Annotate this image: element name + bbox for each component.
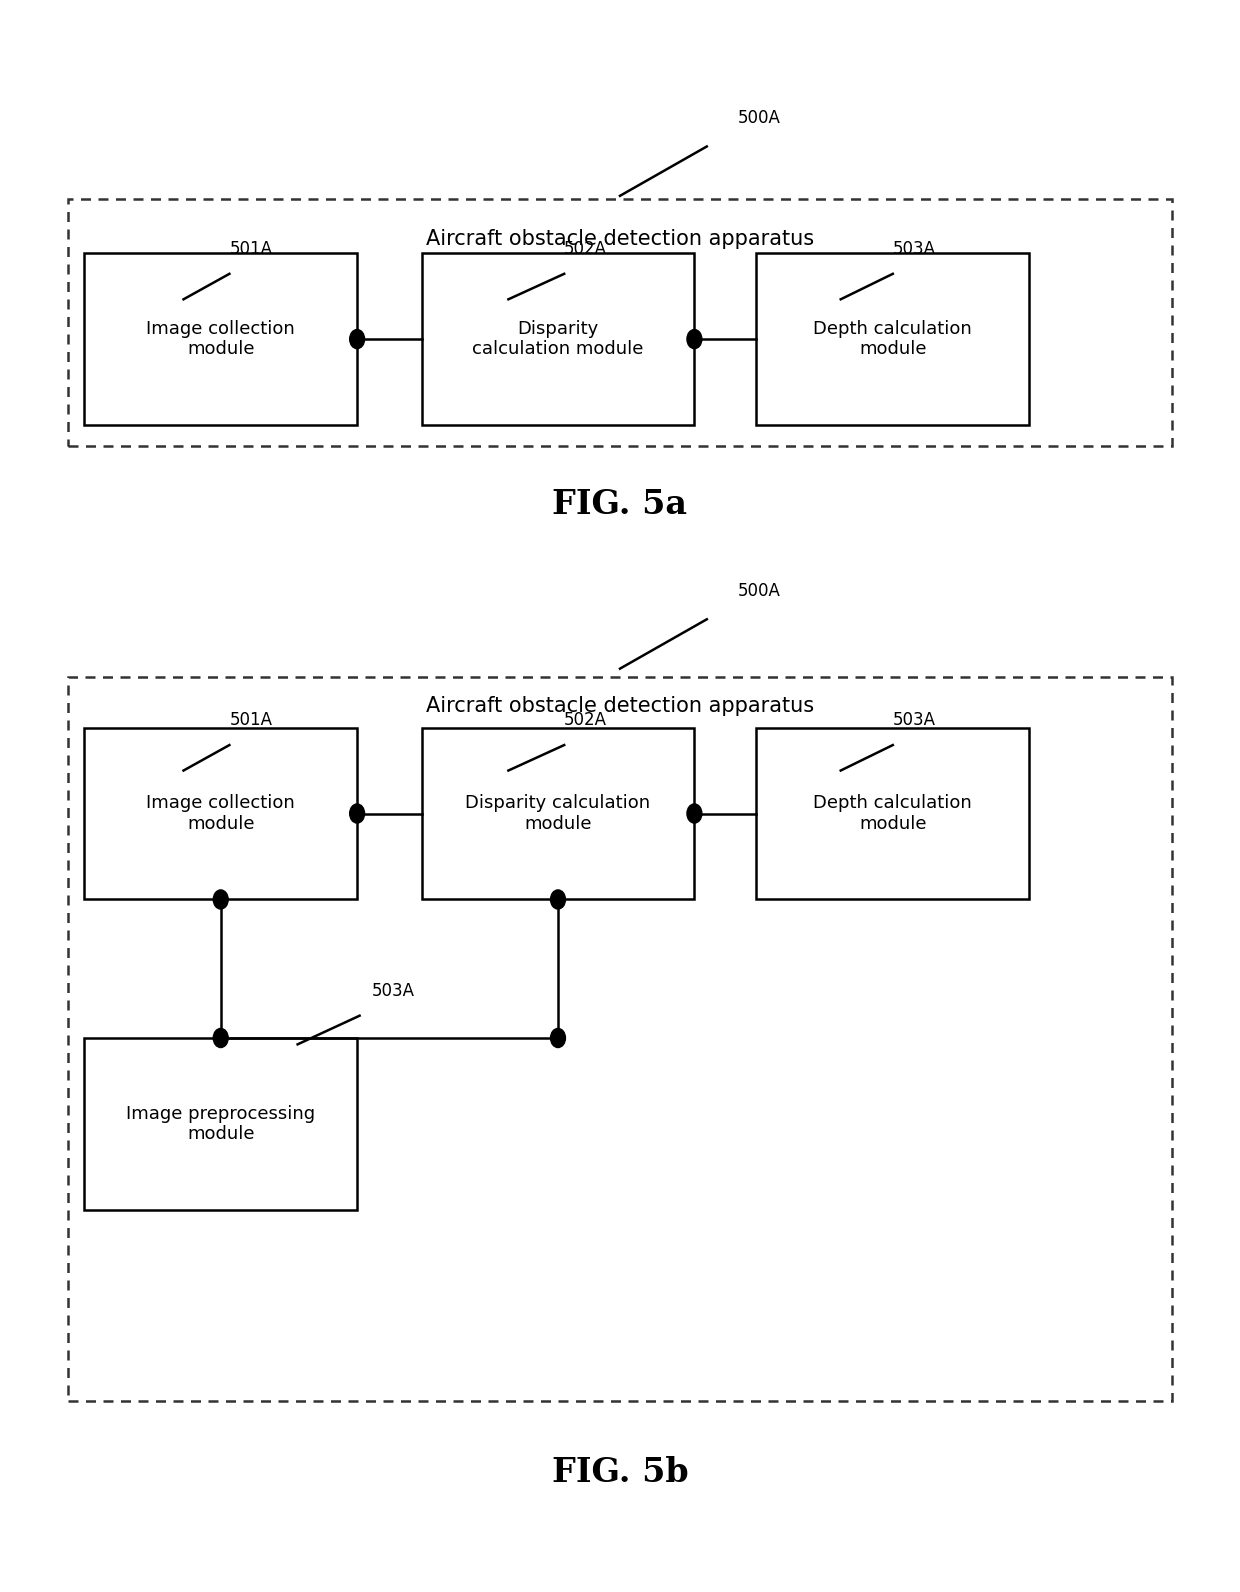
Bar [68,199,1172,446]
Text: 503A: 503A [893,240,936,258]
Bar [84,253,357,425]
Bar [756,253,1029,425]
Text: 502A: 502A [564,240,608,258]
Circle shape [687,804,702,823]
Text: Depth calculation
module: Depth calculation module [813,794,972,833]
Circle shape [551,1028,565,1048]
Text: Image preprocessing
module: Image preprocessing module [126,1105,315,1143]
Text: Disparity calculation
module: Disparity calculation module [465,794,651,833]
Circle shape [687,330,702,349]
Bar [84,1038,357,1210]
Bar [756,728,1029,899]
Text: Disparity
calculation module: Disparity calculation module [472,320,644,358]
Bar [84,728,357,899]
Bar [422,253,694,425]
Circle shape [551,890,565,909]
Text: 501A: 501A [229,240,273,258]
Circle shape [350,330,365,349]
Circle shape [213,890,228,909]
Text: Aircraft obstacle detection apparatus: Aircraft obstacle detection apparatus [425,229,815,250]
Text: 500A: 500A [738,110,781,127]
Text: 500A: 500A [738,583,781,600]
Text: Image collection
module: Image collection module [146,320,295,358]
Circle shape [350,804,365,823]
Bar [422,728,694,899]
Text: Depth calculation
module: Depth calculation module [813,320,972,358]
Circle shape [213,1028,228,1048]
Text: 503A: 503A [372,982,415,1000]
Text: Image collection
module: Image collection module [146,794,295,833]
Text: FIG. 5b: FIG. 5b [552,1457,688,1489]
Bar [68,677,1172,1401]
Text: Aircraft obstacle detection apparatus: Aircraft obstacle detection apparatus [425,696,815,716]
Text: 501A: 501A [229,712,273,729]
Text: 502A: 502A [564,712,608,729]
Text: FIG. 5a: FIG. 5a [553,489,687,521]
Text: 503A: 503A [893,712,936,729]
